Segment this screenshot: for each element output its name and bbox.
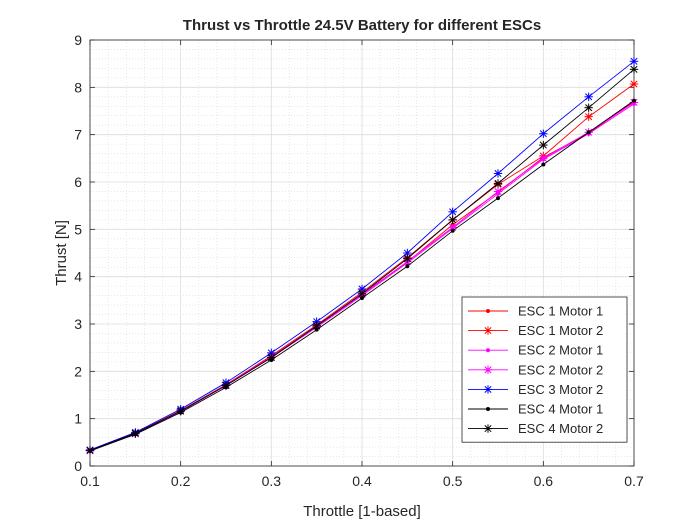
esc-4-motor-1-point [496,196,500,201]
x-tick-label: 0.1 [80,473,100,489]
legend-label: ESC 1 Motor 2 [518,323,603,338]
esc-4-motor-1-point [450,228,455,233]
x-tick-label: 0.7 [624,473,644,489]
esc-4-motor-2-point [448,215,457,225]
y-tick-label: 8 [74,79,82,95]
esc-4-motor-2-point [403,254,412,263]
esc-4-motor-1-point [541,162,546,167]
x-tick-label: 0.5 [443,473,463,489]
esc-2-motor-2-point [539,154,548,163]
esc-4-motor-1-point [632,98,636,103]
y-tick-label: 4 [74,269,82,285]
esc-4-motor-1-point [586,130,591,135]
y-tick-label: 9 [74,32,82,48]
y-tick-label: 2 [74,363,82,379]
legend-item-esc-2-motor-1: ESC 2 Motor 1 [468,343,603,358]
y-tick-label: 0 [74,458,82,474]
legend-esc-4-motor-1-point [486,407,490,411]
legend-item-esc-4-motor-2: ESC 4 Motor 2 [468,421,603,436]
legend-esc-4-motor-2-point [483,424,493,433]
esc-3-motor-2-point [539,129,548,138]
esc-3-motor-2-point [629,57,639,66]
x-tick-label: 0.3 [262,473,282,489]
legend-item-esc-4-motor-1: ESC 4 Motor 1 [468,402,603,417]
esc-4-motor-1-point [405,264,410,269]
legend-item-esc-1-motor-1: ESC 1 Motor 1 [468,304,603,319]
legend-label: ESC 1 Motor 1 [518,304,603,319]
esc-1-motor-2-point [584,112,593,121]
esc-4-motor-2-point [584,103,593,112]
legend: ESC 1 Motor 1 ESC 1 Motor 2 ESC 2 Motor 1 E… [461,296,628,443]
x-tick-label: 0.2 [171,473,191,489]
y-tick-label: 7 [74,127,82,143]
legend-esc-3-motor-2-point [483,385,493,394]
legend-label: ESC 4 Motor 1 [518,402,603,417]
esc-4-motor-2-point [629,65,639,74]
esc-4-motor-1-point [360,295,364,300]
esc-4-motor-2-point [493,179,503,188]
axes: 0.1 0.2 0.3 0.4 0.5 0.6 0.7 0 1 2 3 4 5 6 7 8 9 [74,32,644,489]
esc-2-motor-2-point [493,187,503,196]
esc-3-motor-2-point [448,207,457,217]
esc-4-motor-2-point [85,446,95,455]
y-axis-label: Thrust [N] [53,220,70,286]
legend-label: ESC 3 Motor 2 [518,382,603,397]
esc-4-motor-2-point [357,289,367,298]
legend-esc-1-motor-2-point [483,326,493,335]
esc-3-motor-2-point [403,248,412,258]
esc-4-motor-2-point [131,429,140,438]
legend-label: ESC 2 Motor 2 [518,362,603,377]
plot-area [85,57,639,456]
x-axis-label: Throttle [1-based] [303,503,421,520]
y-tick-label: 5 [74,221,82,237]
esc-4-motor-2-point [267,353,276,362]
esc-4-motor-2-point [176,406,185,416]
esc-1-motor-2-point [629,79,639,89]
legend-item-esc-1-motor-2: ESC 1 Motor 2 [468,323,603,338]
legend-item-esc-2-motor-2: ESC 2 Motor 2 [468,362,603,377]
x-tick-label: 0.4 [352,473,372,489]
legend-item-esc-3-motor-2: ESC 3 Motor 2 [468,382,603,397]
y-tick-label: 1 [74,411,82,427]
y-tick-label: 6 [74,174,82,190]
legend-esc-2-motor-1-point [486,348,490,353]
series-esc-4-motor-2 [85,65,639,455]
legend-label: ESC 2 Motor 1 [518,343,603,358]
x-tick-label: 0.6 [534,473,554,489]
esc-4-motor-2-point [221,381,231,390]
legend-esc-2-motor-2-point [483,365,493,374]
legend-esc-1-motor-1-point [486,309,490,313]
esc-4-motor-2-point [312,321,321,331]
y-tick-label: 3 [74,316,82,332]
esc-3-motor-2-point [493,169,503,178]
esc-3-motor-2-point [584,92,593,101]
esc-4-motor-2-point [539,140,548,150]
legend-label: ESC 4 Motor 2 [518,421,603,436]
chart-title: Thrust vs Throttle 24.5V Battery for dif… [183,17,541,34]
